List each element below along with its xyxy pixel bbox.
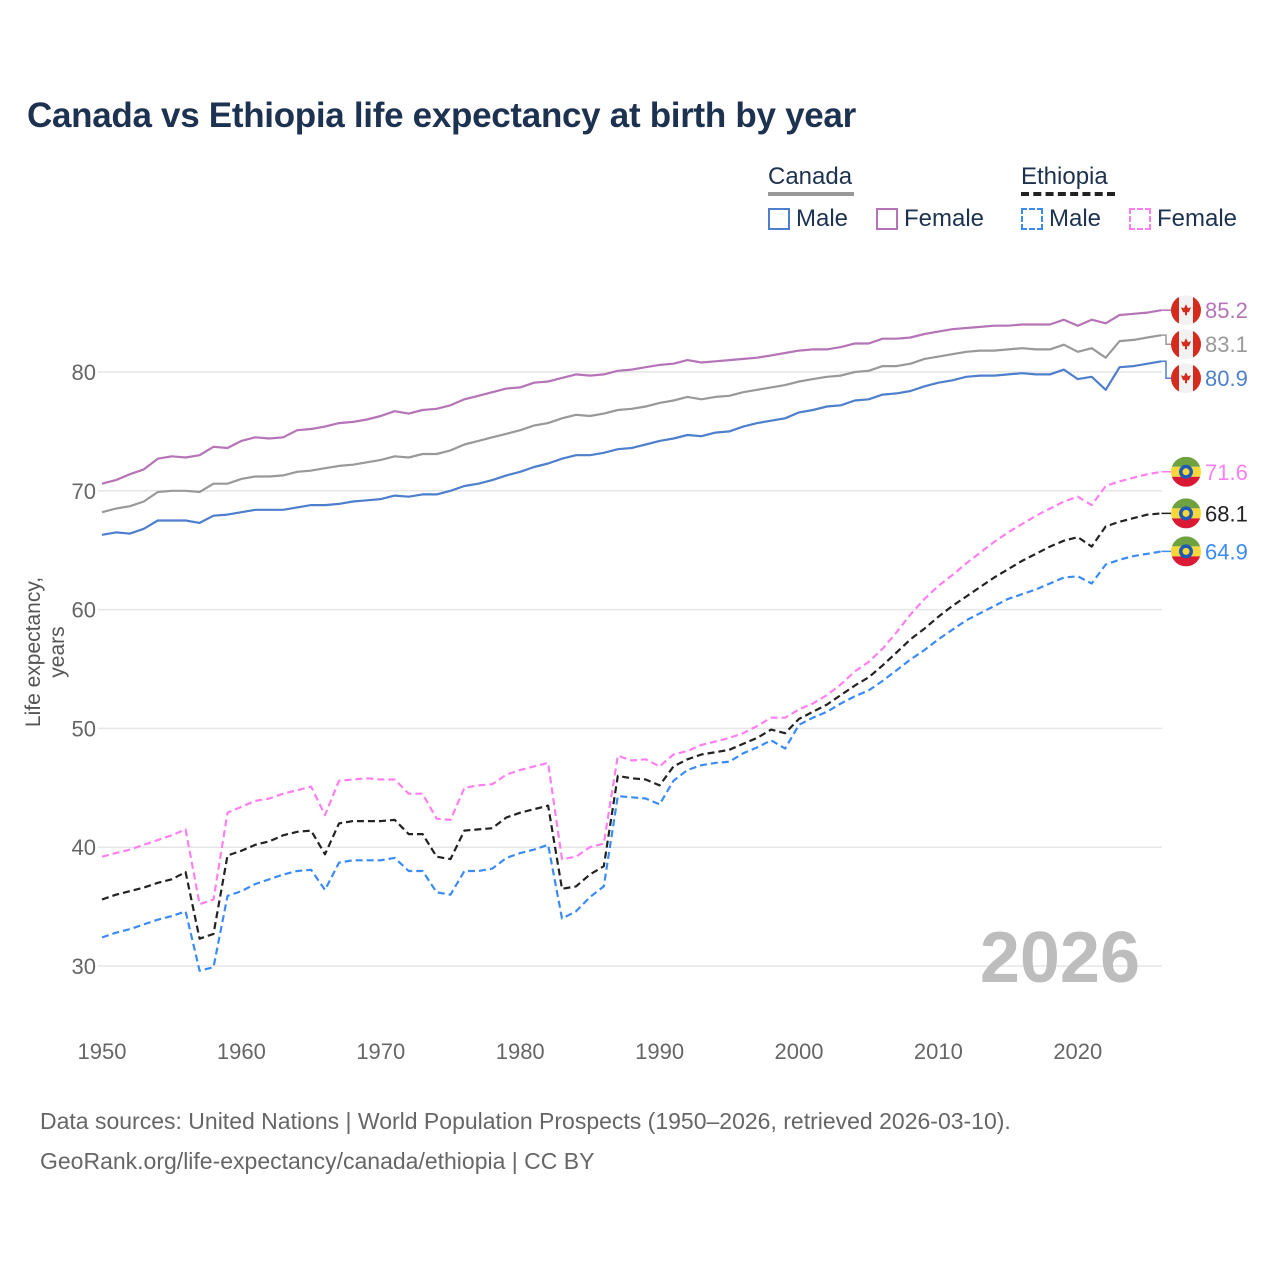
legend-canada-line	[768, 192, 854, 196]
flag-body	[1171, 536, 1201, 567]
flag-red-band	[1171, 518, 1201, 529]
series-line-ethiopia-male	[101, 550, 1162, 972]
legend-ethiopia-heading: Ethiopia	[1021, 163, 1108, 190]
end-value-label: 83.1	[1205, 332, 1248, 357]
source-line-2[interactable]: GeoRank.org/life-expectancy/canada/ethio…	[40, 1148, 595, 1174]
x-tick-label: 1950	[78, 1039, 127, 1064]
legend-square-icon	[1021, 208, 1043, 230]
y-tick-label: 80	[72, 360, 96, 385]
x-tick-label: 1970	[356, 1039, 405, 1064]
ethiopia-flag-icon	[1171, 536, 1201, 567]
legend-label: Male	[796, 205, 849, 232]
x-tick-label: 2000	[775, 1039, 824, 1064]
canada-flag-icon	[1171, 329, 1201, 360]
year-watermark: 2026	[980, 918, 1140, 998]
y-tick-label: 30	[72, 954, 96, 979]
end-value-label: 68.1	[1205, 501, 1248, 526]
flag-red-band	[1193, 295, 1201, 326]
legend-label: Female	[904, 205, 985, 232]
flag-body	[1171, 456, 1201, 487]
flag-green-band	[1171, 456, 1201, 467]
star-icon	[1182, 468, 1190, 476]
flag-red-band	[1171, 556, 1201, 567]
flag-body	[1171, 295, 1201, 326]
flag-body	[1171, 329, 1201, 360]
x-tick-label: 2010	[914, 1039, 963, 1064]
legend-label: Female	[1157, 205, 1238, 232]
series-line-canada-female	[101, 309, 1162, 485]
flag-green-band	[1171, 536, 1201, 547]
x-tick-label: 2020	[1053, 1039, 1102, 1064]
legend-ethiopia-line	[1021, 192, 1115, 196]
end-value-label: 85.2	[1205, 298, 1248, 323]
star-icon	[1182, 547, 1190, 555]
y-tick-label: 70	[72, 479, 96, 504]
maple-leaf-icon	[1181, 338, 1191, 350]
x-tick-label: 1980	[496, 1039, 545, 1064]
chart-title: Canada vs Ethiopia life expectancy at bi…	[27, 96, 856, 135]
maple-leaf-icon	[1181, 304, 1191, 316]
y-tick-label: 40	[72, 835, 96, 860]
legend-canada-heading: Canada	[768, 163, 853, 190]
flag-green-band	[1171, 498, 1201, 509]
source-line-1: Data sources: United Nations | World Pop…	[40, 1108, 1011, 1134]
flag-red-band	[1171, 329, 1179, 360]
star-icon	[1182, 509, 1190, 517]
legend-ethiopia-male[interactable]: Male	[1021, 205, 1101, 233]
legend-square-icon	[768, 208, 790, 230]
series-line-canada	[101, 334, 1162, 514]
label-connector	[1161, 334, 1172, 345]
legend-canada-female[interactable]: Female	[876, 205, 984, 233]
legend-canada-male[interactable]: Male	[768, 205, 848, 233]
x-tick-label: 1960	[217, 1039, 266, 1064]
ethiopia-flag-icon	[1171, 456, 1201, 487]
series-line-canada-male	[101, 360, 1162, 536]
maple-leaf-icon	[1181, 372, 1191, 384]
end-value-label: 71.6	[1205, 460, 1248, 485]
flag-red-band	[1171, 476, 1201, 487]
series-line-ethiopia-female	[101, 470, 1162, 906]
y-tick-label: 50	[72, 716, 96, 741]
x-tick-label: 1990	[635, 1039, 684, 1064]
flag-red-band	[1193, 329, 1201, 360]
series-line-ethiopia	[101, 512, 1162, 940]
legend-square-icon	[1129, 208, 1151, 230]
legend-label: Male	[1049, 205, 1102, 232]
legend-square-icon	[876, 208, 898, 230]
end-value-label: 64.9	[1205, 539, 1248, 564]
flag-red-band	[1171, 363, 1179, 394]
label-connector	[1161, 360, 1172, 379]
canada-flag-icon	[1171, 363, 1201, 394]
end-value-label: 80.9	[1205, 366, 1248, 391]
legend-ethiopia-female[interactable]: Female	[1129, 205, 1237, 233]
y-tick-label: 60	[72, 598, 96, 623]
ethiopia-flag-icon	[1171, 498, 1201, 529]
canada-flag-icon	[1171, 295, 1201, 326]
flag-body	[1171, 363, 1201, 394]
flag-body	[1171, 498, 1201, 529]
flag-red-band	[1193, 363, 1201, 394]
flag-red-band	[1171, 295, 1179, 326]
